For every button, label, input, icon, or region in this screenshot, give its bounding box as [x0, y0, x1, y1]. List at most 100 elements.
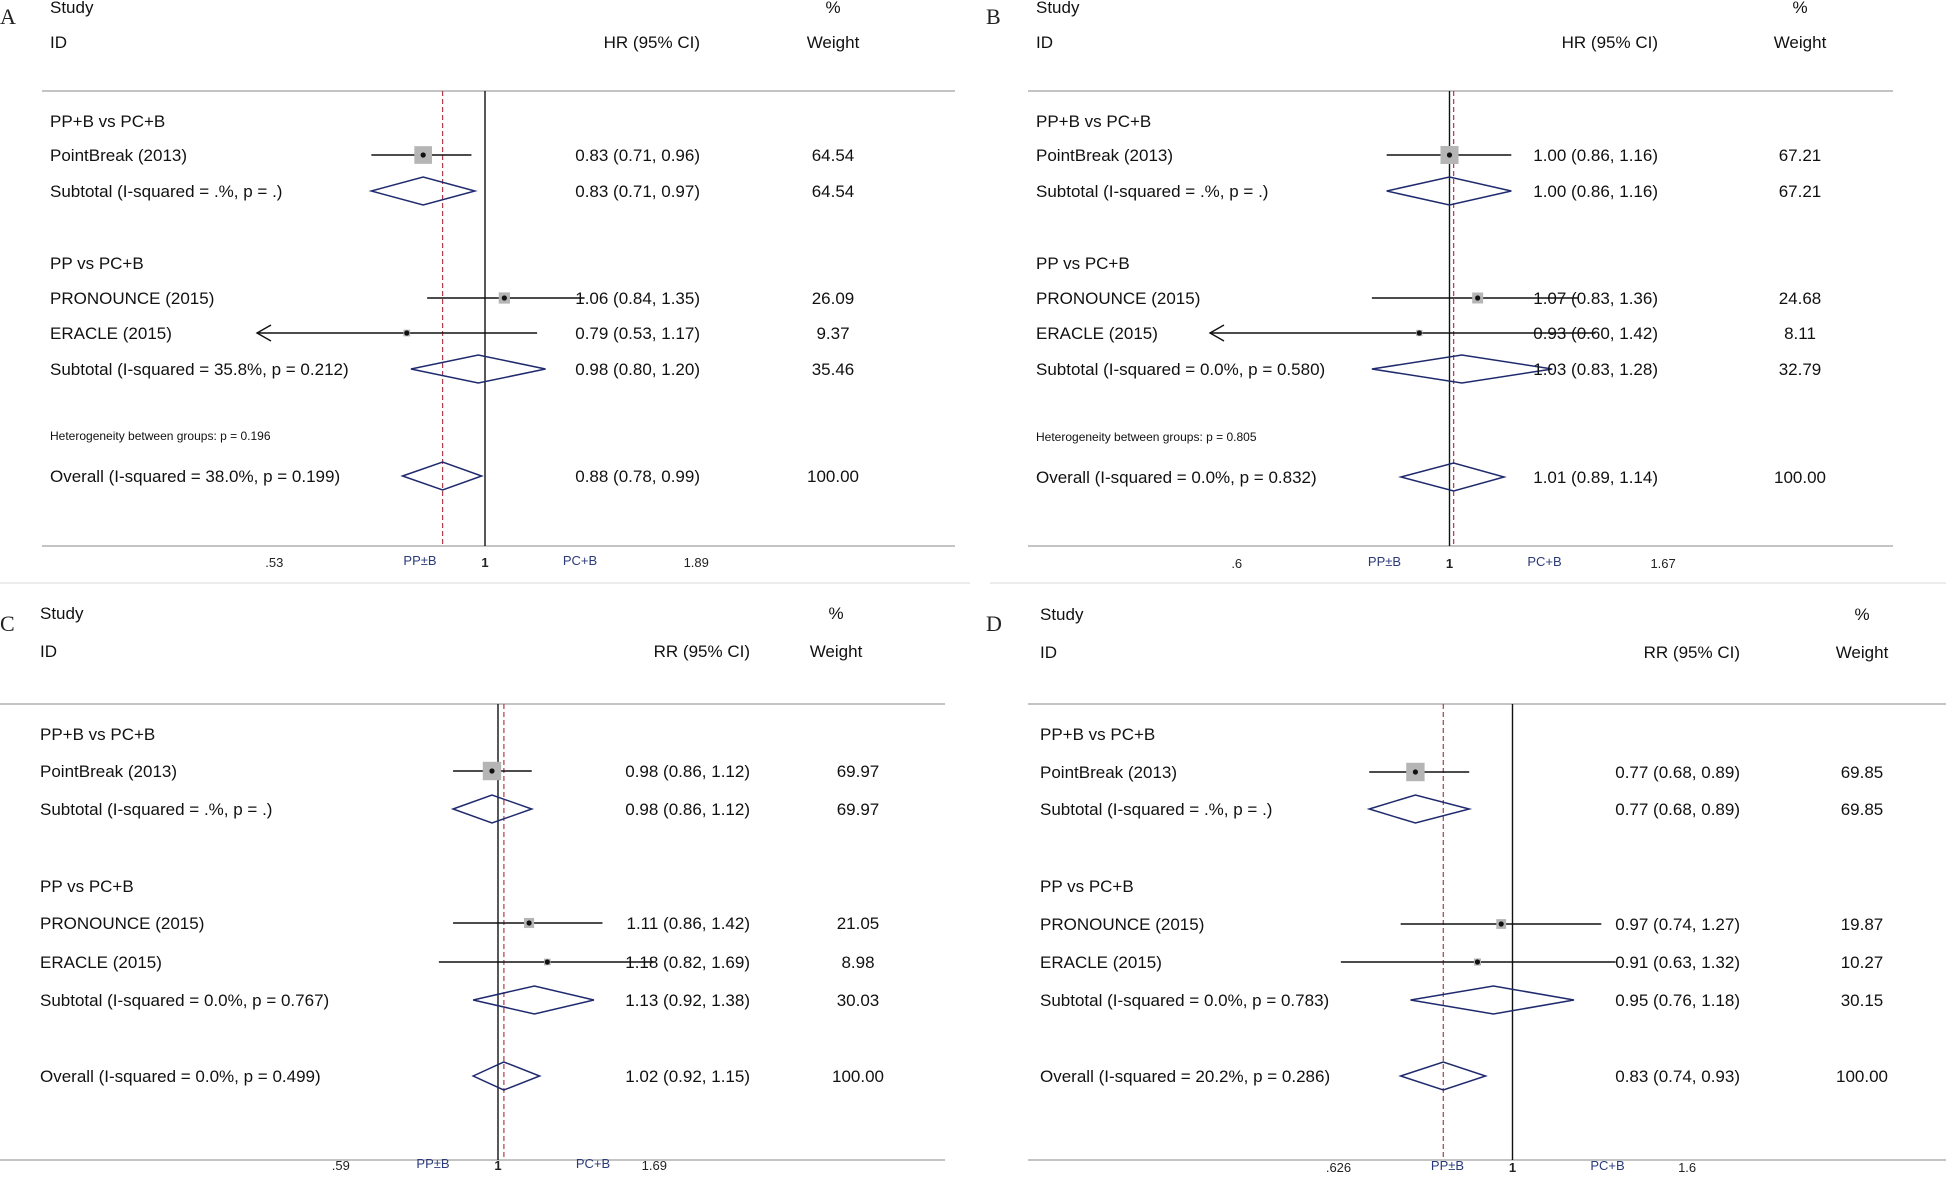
subtotal-diamond	[368, 176, 478, 206]
subtotal-diamond	[450, 794, 535, 824]
subtotal-weight: 67.21	[1779, 182, 1822, 201]
column-header-id: ID	[1036, 33, 1053, 52]
study-ci-arrow	[1208, 324, 1225, 342]
overall-label: Overall (I-squared = 0.0%, p = 0.832)	[1036, 468, 1317, 487]
subtotal-diamond	[1371, 354, 1553, 384]
overall-label: Overall (I-squared = 0.0%, p = 0.499)	[40, 1067, 321, 1086]
study-weight: 9.37	[816, 324, 849, 343]
study-ci-text: 0.93 (0.60, 1.42)	[1533, 324, 1658, 343]
overall-ci-text: 0.83 (0.74, 0.93)	[1615, 1067, 1740, 1086]
study-ci-text: 0.79 (0.53, 1.17)	[575, 324, 700, 343]
study-ci-text: 1.00 (0.86, 1.16)	[1533, 146, 1658, 165]
x-tick-label: 1	[494, 1158, 501, 1173]
study-weight: 8.98	[841, 953, 874, 972]
axis-right-direction-label: PC+B	[563, 553, 597, 568]
study-point-estimate	[1416, 330, 1422, 336]
subgroup-heading: PP+B vs PC+B	[50, 112, 165, 131]
axis-right-direction-label: PC+B	[1527, 554, 1561, 569]
x-tick-label: .626	[1326, 1160, 1351, 1175]
study-label: PointBreak (2013)	[1036, 146, 1173, 165]
subtotal-weight: 30.03	[837, 991, 880, 1010]
subtotal-ci-text: 0.77 (0.68, 0.89)	[1615, 800, 1740, 819]
forest-panel-d: D Study ID RR (95% CI)% Weight .626 1 1.6 PP±B PC…	[986, 605, 1946, 1175]
axis-right-direction-label: PC+B	[1590, 1158, 1624, 1173]
heterogeneity-note: Heterogeneity between groups: p = 0.805	[1036, 430, 1257, 444]
study-point-estimate	[1474, 959, 1481, 965]
column-header-percent: %	[1854, 605, 1869, 624]
column-header-id: ID	[1040, 643, 1057, 662]
study-point-estimate	[1498, 921, 1504, 927]
study-ci-text: 1.07 (0.83, 1.36)	[1533, 289, 1658, 308]
subtotal-label: Subtotal (I-squared = .%, p = .)	[40, 800, 272, 819]
study-point-estimate	[404, 330, 410, 336]
study-label: ERACLE (2015)	[50, 324, 172, 343]
study-label: ERACLE (2015)	[40, 953, 162, 972]
panel-letter: B	[986, 4, 1001, 29]
column-header-percent: %	[825, 0, 840, 17]
study-label: PointBreak (2013)	[50, 146, 187, 165]
column-header-weight: Weight	[807, 33, 860, 52]
overall-weight: 100.00	[1774, 468, 1826, 487]
overall-diamond	[471, 1061, 542, 1091]
x-tick-label: 1.6	[1678, 1160, 1696, 1175]
subtotal-label: Subtotal (I-squared = .%, p = .)	[50, 182, 282, 201]
panel-letter: C	[0, 611, 15, 636]
subtotal-weight: 64.54	[812, 182, 855, 201]
study-ci-text: 0.77 (0.68, 0.89)	[1615, 763, 1740, 782]
study-label: PRONOUNCE (2015)	[40, 914, 204, 933]
subgroup-heading: PP+B vs PC+B	[1040, 725, 1155, 744]
study-point-estimate	[544, 959, 550, 965]
x-tick-label: 1.67	[1650, 556, 1675, 571]
study-weight: 8.11	[1784, 324, 1816, 343]
heterogeneity-note: Heterogeneity between groups: p = 0.196	[50, 429, 271, 443]
overall-weight: 100.00	[832, 1067, 884, 1086]
study-label: PointBreak (2013)	[40, 762, 177, 781]
column-header-weight: Weight	[1774, 33, 1827, 52]
overall-weight: 100.00	[807, 467, 859, 486]
axis-left-direction-label: PP±B	[403, 553, 436, 568]
forest-panel-b: B Study ID HR (95% CI)% Weight .6 1 1.67 PP±B PC+…	[986, 0, 1893, 571]
column-header-effect: RR (95% CI)	[654, 642, 750, 661]
forest-panel-c: C Study ID RR (95% CI)% Weight .59 1 1.69 PP±B PC…	[0, 604, 945, 1173]
subtotal-diamond	[1386, 176, 1512, 206]
study-label: ERACLE (2015)	[1036, 324, 1158, 343]
study-label: ERACLE (2015)	[1040, 953, 1162, 972]
study-ci-text: 1.18 (0.82, 1.69)	[625, 953, 750, 972]
study-label: PRONOUNCE (2015)	[1036, 289, 1200, 308]
x-tick-label: 1	[1509, 1160, 1516, 1175]
subtotal-label: Subtotal (I-squared = .%, p = .)	[1040, 800, 1272, 819]
study-point-estimate	[501, 295, 507, 301]
subtotal-ci-text: 0.83 (0.71, 0.97)	[575, 182, 700, 201]
panel-letter: A	[0, 4, 16, 29]
subtotal-label: Subtotal (I-squared = .%, p = .)	[1036, 182, 1268, 201]
study-weight: 24.68	[1779, 289, 1822, 308]
subtotal-ci-text: 1.03 (0.83, 1.28)	[1533, 360, 1658, 379]
subgroup-heading: PP vs PC+B	[1036, 254, 1130, 273]
subtotal-diamond	[410, 354, 546, 384]
study-point-estimate	[1412, 769, 1419, 775]
overall-diamond	[1398, 462, 1507, 492]
x-tick-label: .53	[265, 555, 283, 570]
subtotal-diamond	[472, 985, 595, 1015]
column-header-study: Study	[50, 0, 94, 17]
subgroup-heading: PP+B vs PC+B	[40, 725, 155, 744]
study-label: PRONOUNCE (2015)	[50, 289, 214, 308]
study-ci-arrow	[255, 324, 272, 342]
study-point-estimate	[1475, 295, 1481, 301]
axis-left-direction-label: PP±B	[1368, 554, 1401, 569]
overall-diamond	[1398, 1061, 1488, 1091]
study-point-estimate	[420, 152, 426, 158]
subgroup-heading: PP vs PC+B	[40, 877, 134, 896]
column-header-study: Study	[40, 604, 84, 623]
column-header-id: ID	[40, 642, 57, 661]
overall-label: Overall (I-squared = 20.2%, p = 0.286)	[1040, 1067, 1330, 1086]
column-header-weight: Weight	[810, 642, 863, 661]
study-point-estimate	[526, 920, 532, 926]
subgroup-heading: PP vs PC+B	[1040, 877, 1134, 896]
subtotal-label: Subtotal (I-squared = 0.0%, p = 0.783)	[1040, 991, 1329, 1010]
axis-right-direction-label: PC+B	[576, 1156, 610, 1171]
column-header-study: Study	[1040, 605, 1084, 624]
column-header-percent: %	[828, 604, 843, 623]
study-weight: 67.21	[1779, 146, 1822, 165]
